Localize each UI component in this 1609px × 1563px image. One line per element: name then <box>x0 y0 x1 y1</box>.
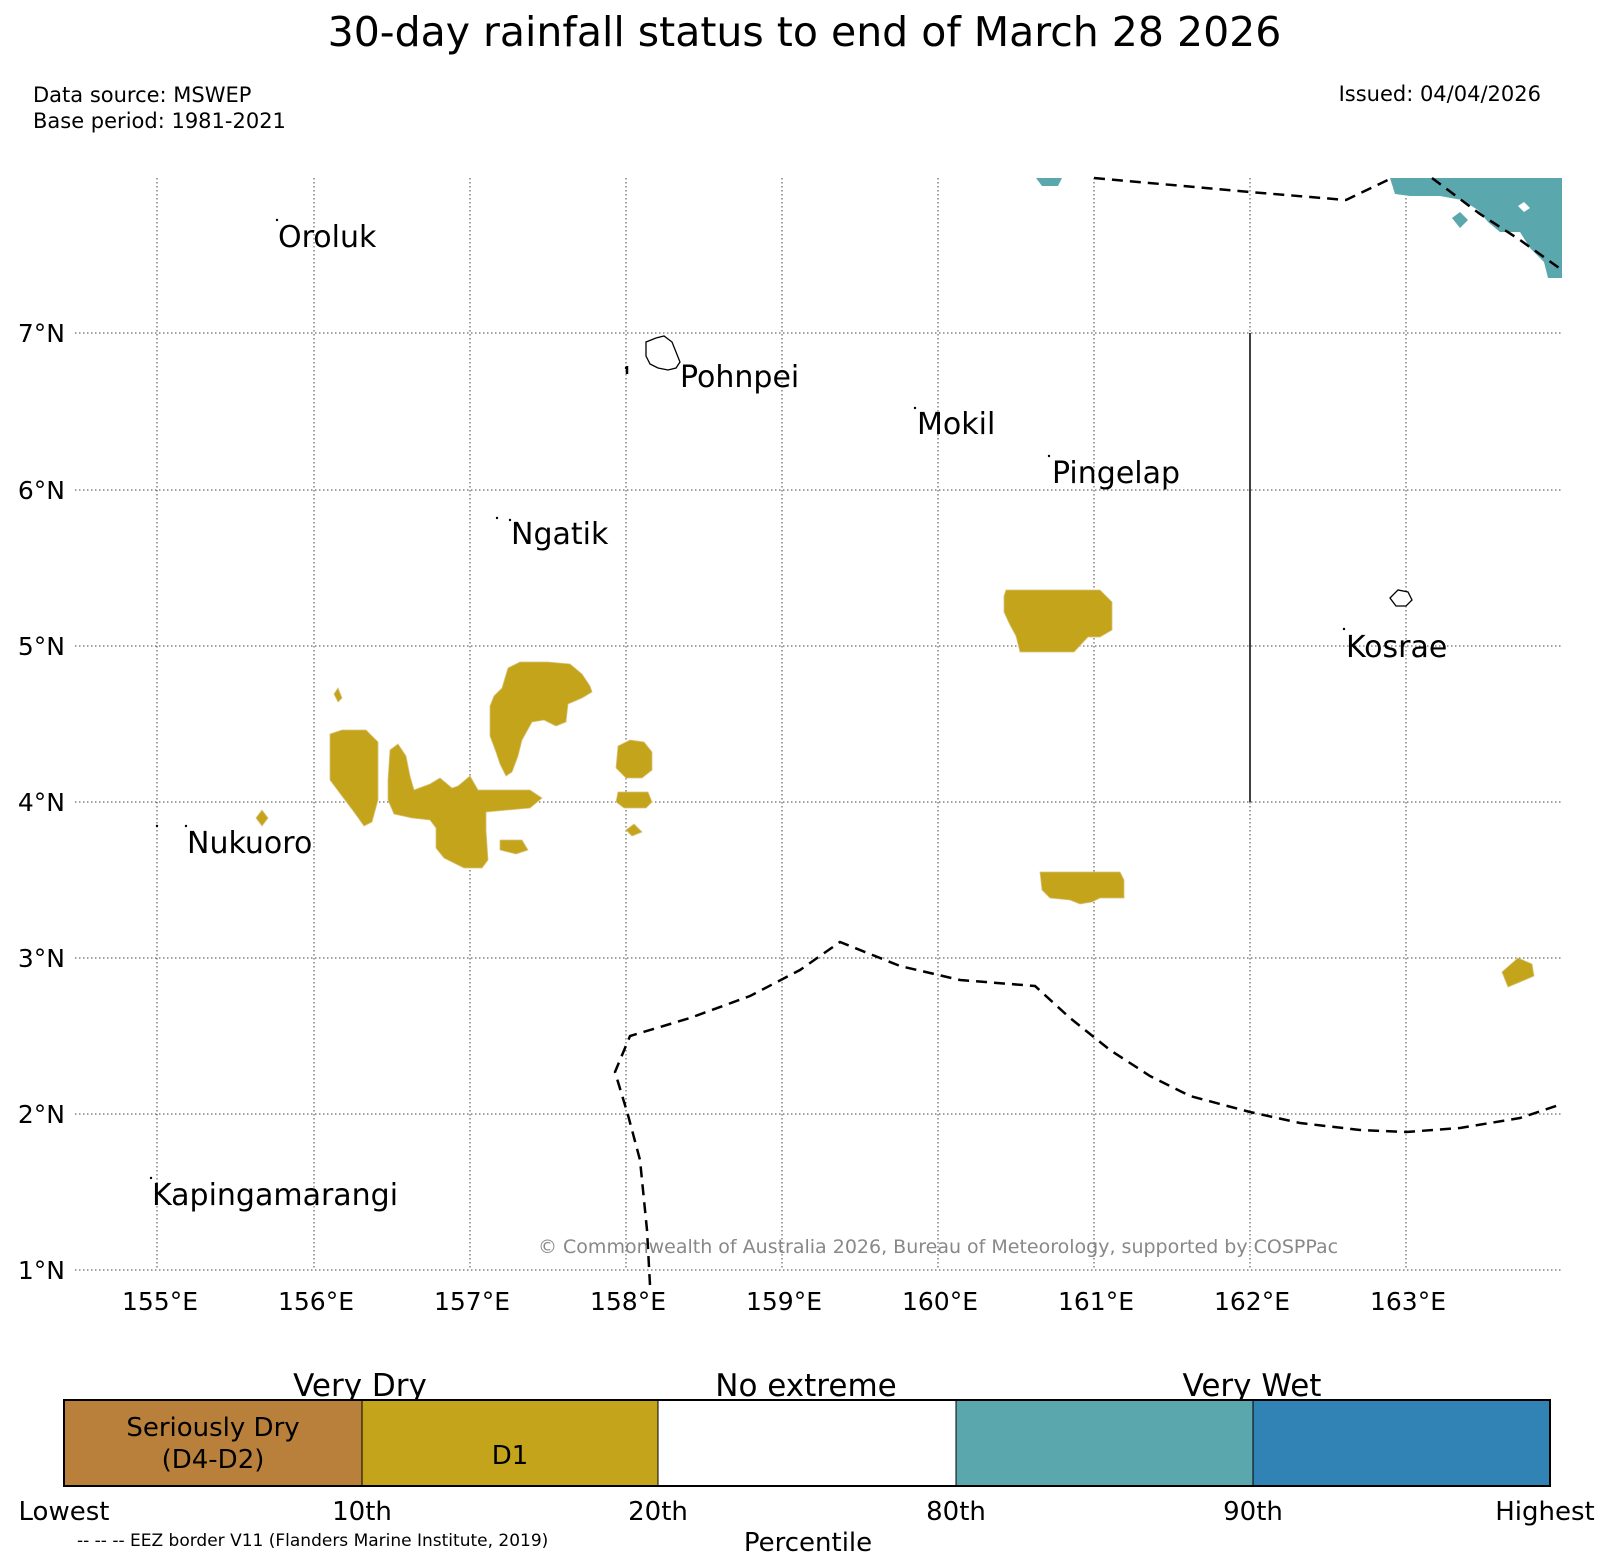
lat-label: 5°N <box>18 632 65 661</box>
lon-label: 155°E <box>122 1287 198 1316</box>
lat-label: 1°N <box>18 1256 65 1285</box>
place-labels: Oroluk Pohnpei Mokil Pingelap Ngatik Kos… <box>152 220 1447 1213</box>
legend-group-very-wet: Very Wet <box>1183 1368 1322 1404</box>
d1-area <box>615 739 653 779</box>
pohnpei-island-outline <box>645 335 681 371</box>
d1-area <box>489 661 593 777</box>
place-label-kapingamarangi: Kapingamarangi <box>152 1178 398 1213</box>
eez-border-south <box>613 940 1563 1286</box>
d1-area <box>1003 589 1113 653</box>
place-label-ngatik: Ngatik <box>511 517 609 552</box>
legend-group-no-extreme: No extreme <box>715 1368 896 1404</box>
lat-label: 7°N <box>18 319 65 348</box>
d1-area <box>1039 871 1125 905</box>
lon-label: 158°E <box>590 1287 666 1316</box>
lon-labels: 155°E 156°E 157°E 158°E 159°E 160°E 161°… <box>122 1287 1446 1316</box>
legend-tick: 90th <box>1223 1497 1283 1527</box>
legend-group-very-dry: Very Dry <box>293 1368 427 1404</box>
d1-area <box>333 687 343 703</box>
d1-area <box>329 729 379 827</box>
d1-area <box>499 839 529 855</box>
lon-label: 160°E <box>902 1287 978 1316</box>
wet-area-hole <box>1518 202 1530 212</box>
place-label-pingelap: Pingelap <box>1052 456 1180 491</box>
kosrae-island-outline <box>1389 589 1413 607</box>
legend-tick: Highest <box>1495 1497 1595 1527</box>
very-wet-area <box>1036 178 1062 186</box>
atoll-markers <box>149 218 1346 1180</box>
legend-seriously-dry-swatch <box>64 1400 362 1486</box>
legend-ticks: Lowest 10th 20th 80th 90th Highest <box>19 1497 1595 1527</box>
legend-tick: 80th <box>926 1497 986 1527</box>
very-wet-area <box>1452 212 1468 228</box>
eez-legend-note: -- -- -- EEZ border V11 (Flanders Marine… <box>77 1531 548 1551</box>
legend-tick: 20th <box>628 1497 688 1527</box>
very-wet-areas <box>1036 178 1562 278</box>
legend-xlabel: Percentile <box>744 1528 872 1558</box>
lon-label: 162°E <box>1214 1287 1290 1316</box>
eez-border-ne <box>1431 177 1563 272</box>
legend-wet-80-90-swatch <box>956 1400 1253 1486</box>
source-info: Data source: MSWEP Base period: 1981-202… <box>33 82 286 134</box>
legend-d1-swatch <box>362 1400 658 1486</box>
data-source-text: Data source: MSWEP <box>33 83 252 107</box>
graticule <box>75 178 1562 1271</box>
lat-label: 4°N <box>18 788 65 817</box>
legend-group-labels: Very Dry No extreme Very Wet <box>293 1368 1321 1404</box>
eez-border-north <box>1093 176 1393 202</box>
legend-seriously-dry-label-2: (D4-D2) <box>162 1445 265 1475</box>
eez-borders <box>613 176 1563 1286</box>
lon-label: 163°E <box>1370 1287 1446 1316</box>
d1-area <box>615 791 653 809</box>
place-label-oroluk: Oroluk <box>278 220 377 255</box>
lon-label: 157°E <box>434 1287 510 1316</box>
d1-area <box>255 809 269 827</box>
d1-area <box>625 823 643 837</box>
base-period-text: Base period: 1981-2021 <box>33 109 286 133</box>
place-label-mokil: Mokil <box>917 407 995 442</box>
lat-label: 3°N <box>18 944 65 973</box>
d1-area <box>387 743 543 869</box>
place-label-nukuoro: Nukuoro <box>187 826 312 861</box>
copyright-notice: © Commonwealth of Australia 2026, Bureau… <box>538 1236 1338 1258</box>
place-label-pohnpei: Pohnpei <box>680 360 799 395</box>
place-label-kosrae: Kosrae <box>1346 630 1447 665</box>
lat-label: 6°N <box>18 476 65 505</box>
legend-tick: 10th <box>332 1497 392 1527</box>
map-title: 30-day rainfall status to end of March 2… <box>327 8 1282 56</box>
very-wet-area <box>1390 178 1562 278</box>
d1-area <box>1501 957 1535 988</box>
issued-date: Issued: 04/04/2026 <box>1338 82 1541 106</box>
lon-label: 159°E <box>746 1287 822 1316</box>
legend-tick: Lowest <box>19 1497 110 1527</box>
legend-wet-90-plus-swatch <box>1253 1400 1550 1486</box>
colorbar: Very Dry No extreme Very Wet Seriously D… <box>19 1368 1595 1558</box>
lat-label: 2°N <box>18 1100 65 1129</box>
islands <box>645 335 1413 607</box>
lon-label: 156°E <box>278 1287 354 1316</box>
legend-d1-label: D1 <box>492 1441 529 1471</box>
d1-dry-areas <box>255 589 1535 988</box>
lat-labels: 7°N 6°N 5°N 4°N 3°N 2°N 1°N <box>18 319 65 1285</box>
legend-seriously-dry-label: Seriously Dry <box>126 1413 299 1443</box>
lon-label: 161°E <box>1058 1287 1134 1316</box>
legend-no-extreme-swatch <box>658 1400 956 1486</box>
